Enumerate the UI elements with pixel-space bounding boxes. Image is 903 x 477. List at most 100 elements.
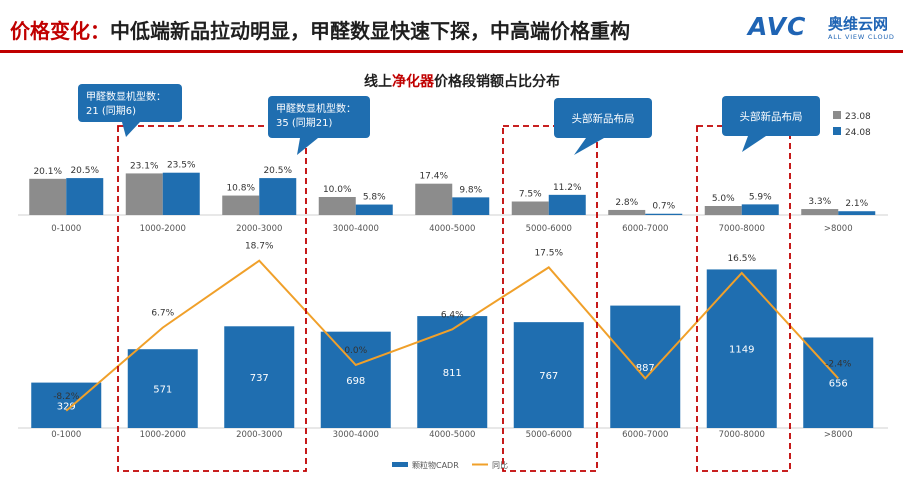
top-bar-label: 9.8%	[459, 185, 482, 195]
top-bar-2024	[259, 178, 297, 215]
highlight-box	[502, 125, 598, 472]
highlight-boxes	[117, 125, 791, 472]
callout-bubble: 甲醛数显机型数： 21 (同期6)	[78, 84, 182, 137]
cadr-bar	[320, 331, 391, 428]
cadr-bar-label: 571	[153, 385, 172, 396]
top-bar-label: 23.5%	[167, 161, 196, 171]
cadr-bar	[513, 322, 584, 428]
top-bar-2023	[704, 206, 742, 215]
callout-tail	[122, 122, 140, 137]
top-bar-2024	[838, 211, 876, 215]
top-bar-label: 20.5%	[263, 166, 292, 176]
top-bar-label: 20.1%	[33, 167, 62, 177]
top-bar-label: 10.8%	[226, 184, 255, 194]
callout-box	[722, 96, 820, 136]
top-bar-label: 11.2%	[553, 183, 582, 193]
callout-line2: 35 (同期21)	[276, 117, 333, 129]
headline-prefix: 价格变化：	[10, 19, 110, 43]
top-bar-2024	[548, 194, 586, 215]
top-x-tick: 6000-7000	[622, 224, 668, 234]
top-bar-2023	[29, 178, 67, 215]
top-bar-label: 5.0%	[712, 194, 735, 204]
top-bar-2024	[452, 197, 490, 215]
header-divider	[0, 50, 903, 53]
callout-line1: 甲醛数显机型数：	[86, 90, 166, 103]
cadr-bar-label: 737	[250, 373, 269, 384]
callout-line1: 头部新品布局	[740, 110, 803, 123]
cadr-bar	[417, 316, 488, 428]
top-bar-2023	[222, 195, 260, 215]
yoy-label: 0.0%	[344, 346, 367, 356]
headline-text: 中低端新品拉动明显，甲醛数显快速下探，中高端价格重构	[110, 19, 630, 43]
top-x-tick: >8000	[824, 224, 853, 234]
legend-swatch-2024	[833, 127, 841, 135]
legend-swatch-cadr	[392, 462, 408, 467]
bottom-x-tick: 3000-4000	[333, 430, 379, 440]
chart-title-highlight: 净化器	[392, 73, 435, 90]
top-bar-2024	[741, 204, 779, 215]
bottom-x-tick: >8000	[824, 430, 853, 440]
bottom-x-tick: 7000-8000	[719, 430, 765, 440]
top-x-tick: 5000-6000	[526, 224, 572, 234]
top-bar-2024	[66, 178, 104, 215]
logo-avc-text: AVC	[748, 12, 807, 41]
cadr-bar-label: 329	[57, 401, 76, 412]
top-x-tick: 3000-4000	[333, 224, 379, 234]
yoy-label: 6.4%	[441, 310, 464, 320]
top-bar-2023	[608, 209, 646, 215]
top-x-tick: 1000-2000	[140, 224, 186, 234]
title-bar: 价格变化：中低端新品拉动明显，甲醛数显快速下探，中高端价格重构 AVC 奥维云网…	[0, 0, 903, 46]
callout-bubble: 头部新品布局	[554, 98, 652, 155]
top-bar-label: 23.1%	[130, 161, 159, 171]
cadr-bar-label: 1149	[729, 345, 754, 356]
legend-label-2024: 24.08	[845, 128, 871, 138]
top-x-tick: 4000-5000	[429, 224, 475, 234]
cadr-bar-label: 767	[539, 371, 558, 382]
yoy-label: 18.7%	[245, 242, 274, 252]
cadr-bar	[610, 305, 681, 428]
cadr-bar-label: 811	[443, 368, 462, 379]
legend-label-yoy: 同比	[492, 460, 508, 470]
top-bar-label: 0.7%	[652, 202, 675, 212]
yoy-label: 17.5%	[534, 248, 563, 258]
callout-bubble: 甲醛数显机型数： 35 (同期21)	[268, 96, 370, 155]
cadr-bar-label: 887	[636, 363, 655, 374]
cadr-bar	[127, 349, 198, 428]
top-bar-2023	[801, 209, 839, 215]
top-bar-label: 5.9%	[749, 192, 772, 202]
cadr-bar-label: 698	[346, 376, 365, 387]
top-bar-2023	[318, 197, 356, 215]
callout-tail	[574, 138, 604, 155]
avc-logo: AVC 奥维云网 ALL VIEW CLOUD	[748, 12, 898, 46]
legends: 23.08 24.08 颗粒物CADR 同比	[392, 111, 871, 470]
legend-swatch-2023	[833, 111, 841, 119]
logo-cn-text: 奥维云网	[828, 15, 889, 33]
callout-box	[554, 98, 652, 138]
callout-bubble: 头部新品布局	[722, 96, 820, 152]
callout-line1: 甲醛数显机型数：	[276, 102, 356, 115]
bottom-x-tick: 6000-7000	[622, 430, 668, 440]
yoy-label: -2.4%	[825, 359, 852, 369]
top-bar-label: 5.8%	[363, 193, 386, 203]
highlight-box	[696, 125, 791, 472]
yoy-line	[65, 259, 839, 412]
bottom-combo-chart: 329 571 737 698 811 767 887 1149 656 -8.2% 6.7% 18.…	[18, 242, 888, 440]
legend-label-cadr: 颗粒物CADR	[412, 460, 459, 470]
top-bar-2023	[415, 183, 453, 215]
top-x-tick: 2000-3000	[236, 224, 282, 234]
legend-label-2023: 23.08	[845, 112, 871, 122]
cadr-bar	[706, 269, 777, 428]
yoy-label: 16.5%	[727, 254, 756, 264]
top-bar-2024	[645, 213, 683, 215]
top-bar-label: 17.4%	[419, 172, 448, 182]
top-bar-label: 7.5%	[519, 190, 542, 200]
callout-tail	[742, 136, 766, 152]
top-x-tick: 7000-8000	[719, 224, 765, 234]
top-bar-label: 10.0%	[323, 185, 352, 195]
yoy-label: 6.7%	[151, 309, 174, 319]
callout-box	[78, 84, 182, 122]
highlight-box	[117, 125, 307, 472]
chart-title-before: 线上	[364, 73, 392, 90]
cadr-bar-label: 656	[829, 379, 848, 390]
top-bar-2024	[162, 172, 200, 215]
